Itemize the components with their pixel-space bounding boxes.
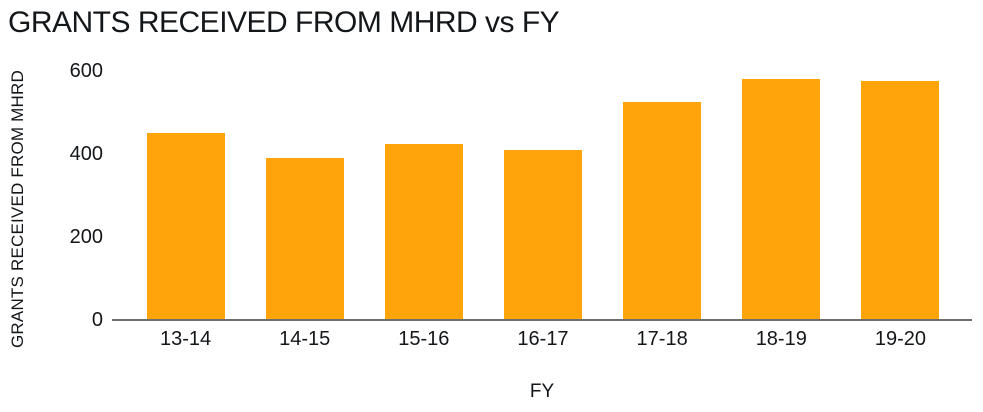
bar-slot: [126, 71, 245, 320]
bar-slot: [245, 71, 364, 320]
bar-19-20: [861, 81, 940, 320]
bar-13-14: [146, 133, 225, 320]
bar-16-17: [503, 149, 582, 320]
x-tick-label: 15-16: [398, 328, 450, 350]
chart-title: GRANTS RECEIVED FROM MHRD vs FY: [8, 6, 560, 39]
x-axis-tick-labels: 13-14 14-15 15-16 16-17 17-18 18-19 19-20: [112, 328, 972, 351]
bar-slot: [722, 71, 841, 320]
x-axis-title: FY: [529, 381, 555, 402]
bar-18-19: [742, 79, 821, 320]
plot-area: [112, 71, 972, 320]
x-tick-label: 16-17: [517, 328, 569, 350]
x-axis-line: [112, 319, 972, 321]
bar-slot: [364, 71, 483, 320]
bar-17-18: [623, 102, 702, 320]
y-tick-label: 0: [91, 309, 103, 331]
bar-14-15: [265, 158, 344, 320]
y-tick-label: 600: [69, 60, 103, 82]
x-tick-label: 17-18: [636, 328, 688, 350]
bar-15-16: [384, 143, 463, 320]
x-tick-label: 13-14: [159, 328, 212, 350]
x-tick-label: 19-20: [874, 328, 926, 350]
bar-slot: [603, 71, 722, 320]
x-tick-label: 14-15: [279, 328, 331, 350]
y-tick-label: 400: [69, 143, 103, 165]
x-tick-label: 18-19: [755, 328, 807, 350]
y-tick-label: 200: [69, 226, 103, 248]
bar-slot: [841, 71, 960, 320]
bar-slot: [483, 71, 602, 320]
